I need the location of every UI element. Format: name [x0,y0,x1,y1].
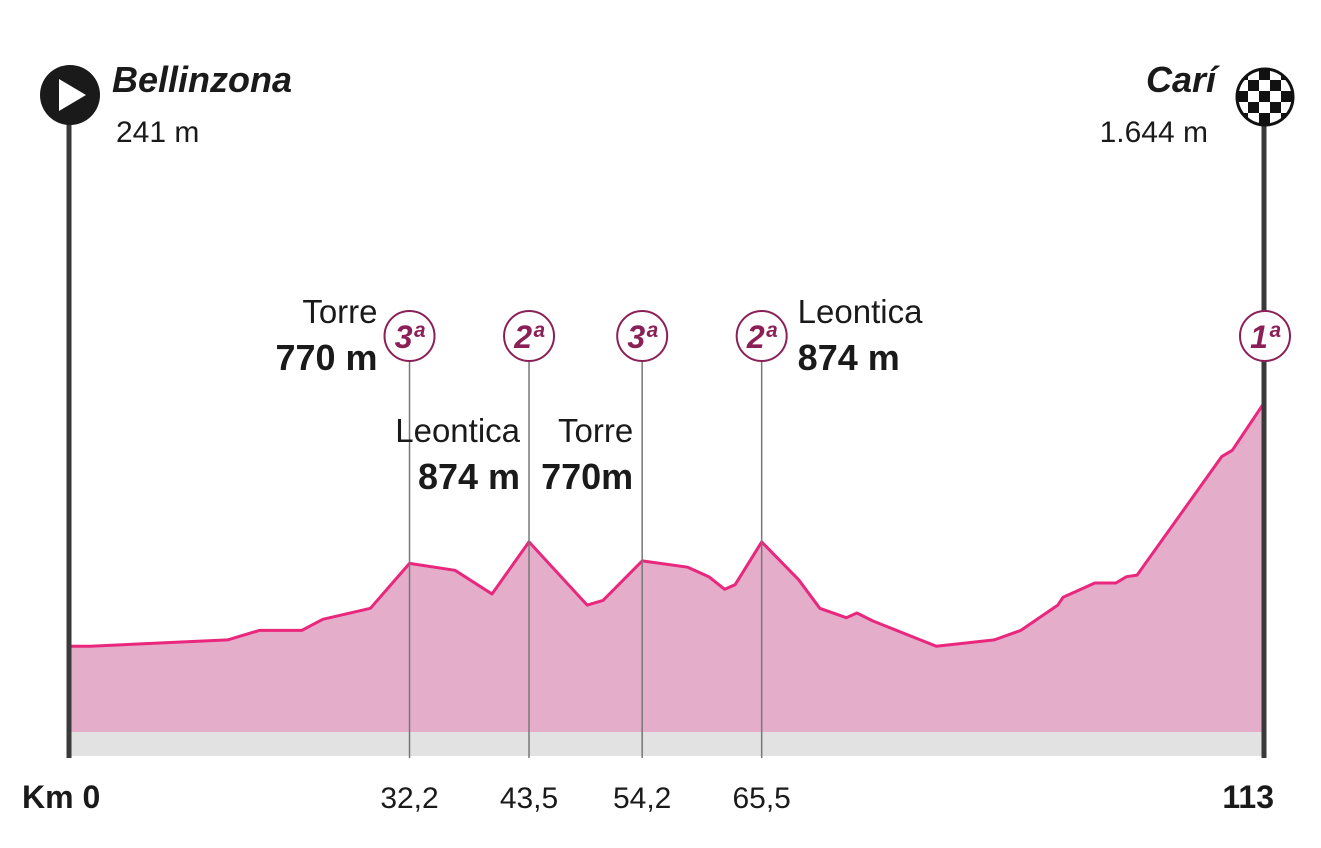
climb-altitude: 770 m [275,337,377,378]
climb-altitude: 770m [541,456,633,497]
climb-category-label: 3ª [627,319,658,355]
start-play-icon [40,65,100,125]
finish-category-badge: 1ª [1239,310,1291,362]
start-altitude: 241 m [116,116,199,149]
finish-checkered-flag-icon [1235,67,1295,127]
km-end-label: 113 [1222,779,1274,815]
climb-name: Leontica [395,412,520,449]
km-tick-label: 43,5 [500,782,558,815]
climb-category-label: 3ª [395,319,426,355]
climb-name: Leontica [798,293,923,330]
climb-marker: 3ª Torre 770m 54,2 [541,310,671,815]
climb-marker: 3ª Torre 770 m 32,2 [275,293,438,815]
start-town-name: Bellinzona [112,59,292,100]
climb-name: Torre [558,412,633,449]
finish-category-label: 1ª [1250,319,1281,355]
climb-category-badge [383,310,436,362]
km-tick-label: 65,5 [732,782,790,815]
climb-marker: 2ª Leontica 874 m 43,5 [395,310,558,815]
climb-category-label: 2ª [746,319,778,355]
climb-altitude: 874 m [418,456,520,497]
elevation-area [69,402,1264,732]
climb-name: Torre [302,293,377,330]
km-start-label: Km 0 [22,779,100,815]
finish-altitude: 1.644 m [1100,116,1208,149]
climb-marker: 2ª Leontica 874 m 65,5 [732,293,923,815]
profile-base-band [70,732,1264,756]
climb-category-label: 2ª [513,319,545,355]
climb-altitude: 874 m [798,337,900,378]
climb-category-badge [735,310,788,362]
km-tick-label: 54,2 [613,782,671,815]
climb-markers: 3ª Torre 770 m 32,2 2ª Leontica 874 m 43,5 3ª Tor… [275,293,923,815]
finish-town-name: Carí [1146,59,1220,100]
climb-category-badge [616,310,669,362]
climb-category-badge [503,310,556,362]
km-tick-label: 32,2 [380,782,438,815]
